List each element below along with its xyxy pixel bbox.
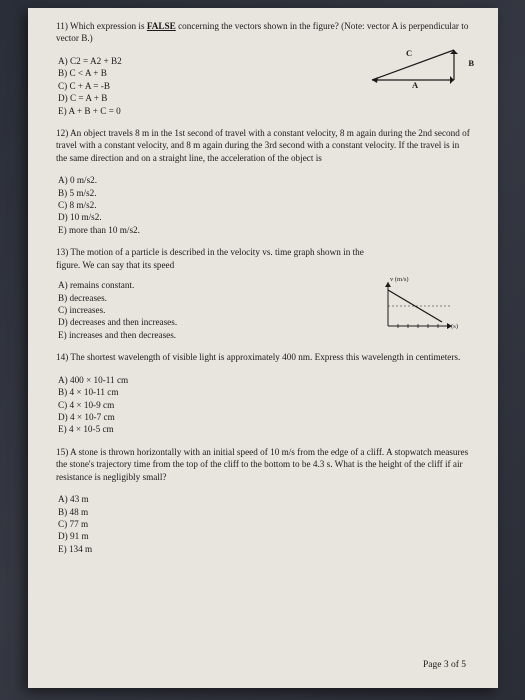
q11-opt-e: E) A + B + C = 0 [58,105,470,117]
q14-body: The shortest wavelength of visible light… [70,352,460,362]
q15-opt-e: E) 134 m [58,543,470,555]
q15-text: 15) A stone is thrown horizontally with … [56,446,470,483]
graph-xlabel: t (s) [448,323,458,332]
q14-opt-c: C) 4 × 10-9 cm [58,399,470,411]
q11-num: 11) [56,21,68,31]
q11-opt-d: D) C = A + B [58,92,470,104]
q15-num: 15) [56,447,68,457]
q12-opt-b: B) 5 m/s2. [58,187,470,199]
graph-ylabel: v (m/s) [390,276,409,285]
question-12: 12) An object travels 8 m in the 1st sec… [56,127,470,236]
q15-opt-c: C) 77 m [58,518,470,530]
q12-text: 12) An object travels 8 m in the 1st sec… [56,127,470,164]
page-footer: Page 3 of 5 [423,659,466,672]
q13-body: The motion of a particle is described in… [56,247,364,269]
q12-num: 12) [56,128,68,138]
q13-text: 13) The motion of a particle is describe… [56,246,470,271]
q11-text: 11) Which expression is FALSE concerning… [56,20,470,45]
q14-opt-b: B) 4 × 10-11 cm [58,386,470,398]
q13-num: 13) [56,247,68,257]
q11-false: FALSE [147,21,176,31]
q12-body: An object travels 8 m in the 1st second … [56,128,470,163]
q15-opt-d: D) 91 m [58,530,470,542]
q12-opt-e: E) more than 10 m/s2. [58,224,470,236]
label-A: A [412,80,418,91]
q13-figure: v (m/s) t (s) [374,278,458,334]
question-15: 15) A stone is thrown horizontally with … [56,446,470,555]
q12-opt-c: C) 8 m/s2. [58,199,470,211]
q15-options: A) 43 m B) 48 m C) 77 m D) 91 m E) 134 m [58,493,470,555]
q12-opt-a: A) 0 m/s2. [58,174,470,186]
q14-opt-e: E) 4 × 10-5 cm [58,423,470,435]
q14-num: 14) [56,352,68,362]
q12-options: A) 0 m/s2. B) 5 m/s2. C) 8 m/s2. D) 10 m… [58,174,470,236]
label-C: C [406,48,412,59]
q15-opt-a: A) 43 m [58,493,470,505]
question-14: 14) The shortest wavelength of visible l… [56,351,470,436]
q12-opt-d: D) 10 m/s2. [58,211,470,223]
worksheet-page: 11) Which expression is FALSE concerning… [28,8,498,688]
q11-figure: A B C [364,44,464,88]
q14-options: A) 400 × 10-11 cm B) 4 × 10-11 cm C) 4 ×… [58,374,470,436]
q15-body: A stone is thrown horizontally with an i… [56,447,468,482]
graph-svg [374,278,458,334]
label-B: B [468,58,474,69]
q14-opt-a: A) 400 × 10-11 cm [58,374,470,386]
q15-opt-b: B) 48 m [58,506,470,518]
q11-t1: Which expression is [70,21,147,31]
q14-text: 14) The shortest wavelength of visible l… [56,351,470,363]
q14-opt-d: D) 4 × 10-7 cm [58,411,470,423]
